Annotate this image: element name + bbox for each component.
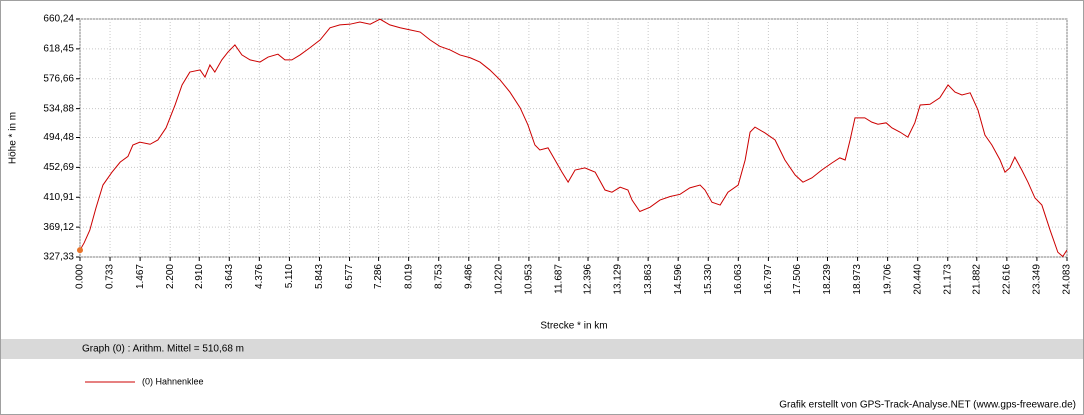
- x-tick-label: 6.577: [344, 264, 355, 289]
- x-tick-label: 8.019: [403, 264, 414, 289]
- x-tick-label: 15.330: [703, 264, 714, 295]
- y-tick-label: 494,48: [43, 132, 74, 143]
- x-tick-label: 12.396: [583, 264, 594, 295]
- summary: Graph (0) : Arithm. Mittel = 510,68 m: [82, 344, 244, 355]
- legend-label: (0) Hahnenklee: [142, 376, 204, 386]
- y-tick-label: 534,88: [43, 103, 74, 114]
- x-tick-label: 16.797: [763, 264, 774, 295]
- x-tick-label: 10.953: [524, 264, 535, 295]
- x-tick-label: 23.349: [1032, 264, 1043, 295]
- x-tick-label: 4.376: [254, 264, 265, 289]
- x-tick-label: 17.506: [792, 264, 803, 295]
- x-tick-label: 13.863: [643, 264, 654, 295]
- x-tick-label: 24.083: [1062, 264, 1073, 295]
- summary-band: [1, 339, 1083, 359]
- x-tick-label: 16.063: [733, 264, 744, 295]
- y-tick-label: 327,33: [43, 252, 74, 263]
- x-tick-label: 5.110: [284, 264, 295, 289]
- x-tick-label: 13.129: [613, 264, 624, 295]
- x-tick-label: 5.843: [314, 264, 325, 289]
- credit: Grafik erstellt von GPS-Track-Analyse.NE…: [779, 400, 1076, 411]
- x-tick-label: 21.882: [971, 264, 982, 295]
- x-tick-label: 10.220: [493, 264, 504, 295]
- x-axis-label: Strecke * in km: [540, 321, 607, 332]
- x-tick-label: 19.706: [882, 264, 893, 295]
- x-tick-label: 8.753: [433, 264, 444, 289]
- x-tick-label: 21.173: [942, 264, 953, 295]
- y-tick-label: 369,12: [43, 222, 74, 233]
- x-tick-label: 18.973: [852, 264, 863, 295]
- x-tick-label: 1.467: [135, 264, 146, 289]
- x-tick-label: 0.000: [75, 264, 86, 289]
- x-tick-label: 20.440: [912, 264, 923, 295]
- x-tick-label: 0.733: [105, 264, 116, 289]
- y-tick-label: 410,91: [43, 192, 74, 203]
- x-tick-label: 7.286: [373, 264, 384, 289]
- x-tick-label: 2.200: [165, 264, 176, 289]
- y-tick-label: 660,24: [43, 14, 74, 25]
- x-tick-label: 2.910: [194, 264, 205, 289]
- plot-area: [79, 18, 1068, 258]
- x-tick-label: 18.239: [822, 264, 833, 295]
- x-tick-label: 22.616: [1002, 264, 1013, 295]
- y-axis-label: Höhe * in m: [8, 112, 19, 164]
- x-tick-label: 9.486: [463, 264, 474, 289]
- x-tick-label: 3.643: [224, 264, 235, 289]
- y-tick-label: 618,45: [43, 44, 74, 55]
- x-tick-label: 14.596: [673, 264, 684, 295]
- start-marker: [77, 247, 83, 254]
- x-tick-label: 11.687: [554, 264, 565, 294]
- elevation-line: [79, 18, 1068, 258]
- y-tick-label: 452,69: [43, 162, 74, 173]
- y-tick-label: 576,66: [43, 73, 74, 84]
